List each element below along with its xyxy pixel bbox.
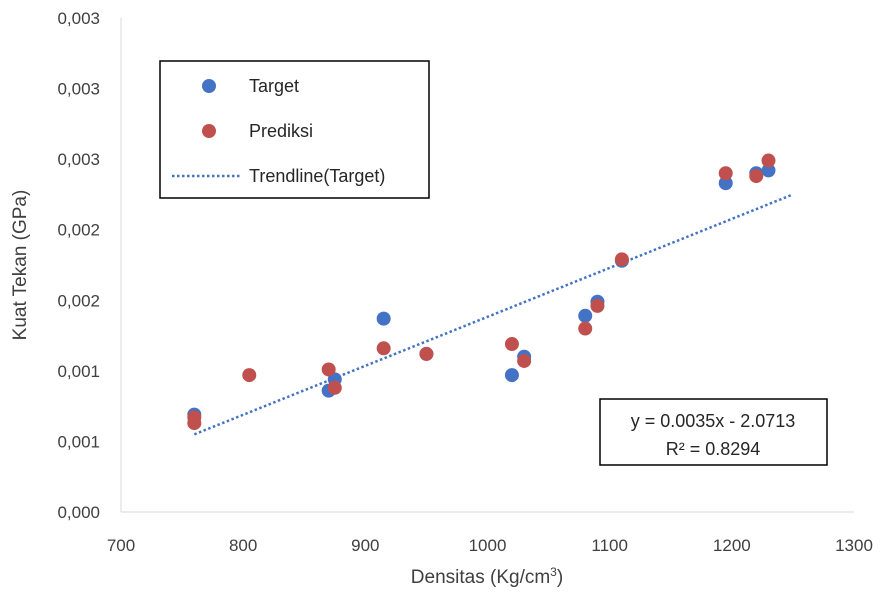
- prediksi-point: [504, 337, 519, 352]
- prediksi-point: [321, 362, 336, 377]
- y-axis-title: Kuat Tekan (GPa): [10, 190, 31, 341]
- prediksi-point: [718, 166, 733, 181]
- x-tick-label: 1300: [835, 536, 873, 555]
- x-axis-title-sup: 3: [550, 565, 557, 579]
- target-point: [578, 308, 593, 323]
- trendline-line: [193, 193, 794, 436]
- prediksi-point: [578, 321, 593, 336]
- y-tick-label: 0,002: [57, 221, 100, 240]
- prediksi-point: [517, 353, 532, 368]
- y-tick-label: 0,001: [57, 432, 100, 451]
- y-tick-label: 0,003: [57, 150, 100, 169]
- x-tick-label: 1100: [591, 536, 628, 555]
- prediksi-point: [614, 252, 629, 267]
- equation-text: y = 0.0035x - 2.0713: [631, 411, 796, 431]
- y-tick-label: 0,000: [57, 503, 100, 522]
- legend-label-target: Target: [249, 76, 299, 96]
- trendline: [193, 193, 794, 436]
- equation-box: y = 0.0035x - 2.0713 R² = 0.8294: [599, 398, 828, 466]
- y-tick-labels: 0,000 0,001 0,001 0,002 0,002 0,003 0,003 0,003: [57, 9, 100, 522]
- x-axis-title: Densitas (Kg/cm3): [411, 565, 563, 588]
- y-tick-label: 0,002: [57, 291, 100, 310]
- legend: Target Prediksi Trendline(Target): [159, 60, 430, 199]
- x-tick-label: 900: [351, 536, 379, 555]
- x-tick-label: 800: [229, 536, 257, 555]
- legend-label-trendline: Trendline(Target): [249, 166, 385, 186]
- r-squared-text: R² = 0.8294: [666, 439, 761, 459]
- prediksi-point: [761, 153, 776, 168]
- target-point: [718, 176, 733, 191]
- legend-marker-prediksi: [202, 124, 216, 138]
- prediksi-point: [187, 410, 202, 425]
- prediksi-point: [242, 368, 257, 383]
- prediksi-point: [749, 169, 764, 184]
- prediksi-point: [376, 341, 391, 356]
- prediksi-series: [187, 153, 776, 431]
- prediksi-point: [590, 298, 605, 313]
- x-axis-title-main: Densitas (Kg/cm: [411, 567, 550, 588]
- axes: [120, 18, 854, 513]
- target-point: [504, 368, 519, 383]
- y-tick-label: 0,003: [57, 9, 100, 28]
- prediksi-point: [419, 346, 434, 361]
- legend-marker-target: [202, 79, 216, 93]
- target-point: [376, 311, 391, 326]
- x-axis-title-end: ): [557, 567, 563, 588]
- y-tick-label: 0,001: [57, 362, 100, 381]
- y-tick-label: 0,003: [57, 80, 100, 99]
- x-tick-label: 700: [107, 536, 135, 555]
- legend-label-prediksi: Prediksi: [249, 121, 313, 141]
- x-tick-labels: 700 800 900 1000 1100 1200 1300: [107, 536, 873, 555]
- target-point: [761, 163, 776, 178]
- equation-frame: [599, 398, 828, 466]
- prediksi-point: [327, 380, 342, 395]
- x-tick-label: 1200: [713, 536, 751, 555]
- x-tick-label: 1000: [469, 536, 507, 555]
